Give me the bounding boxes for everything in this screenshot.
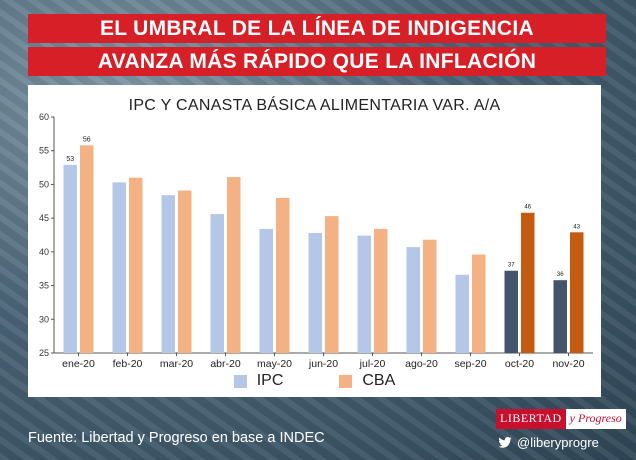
y-tick-label: 30 [39, 314, 49, 324]
bar-ipc [259, 228, 273, 353]
social-handle-text: @liberyprogre [517, 435, 599, 450]
y-tick-label: 50 [39, 179, 49, 189]
bar-ipc [357, 235, 371, 353]
bar-ipc [553, 280, 567, 353]
legend-item-cba: CBA [339, 372, 395, 390]
headline-line-2: AVANZA MÁS RÁPIDO QUE LA INFLACIÓN [28, 47, 606, 76]
x-tick-label: may-20 [257, 358, 292, 370]
y-tick-label: 35 [39, 281, 49, 291]
legend-swatch-cba [339, 374, 353, 388]
legend-item-ipc: IPC [233, 372, 284, 390]
x-tick-label: nov-20 [552, 358, 584, 370]
bar-ipc [161, 195, 175, 353]
x-tick-label: oct-20 [505, 358, 534, 370]
y-tick-label: 40 [39, 247, 49, 257]
bar-chart: 25 30 35 40 45 50 55 60 53 56 ene-20 feb-20 mar-20 ab… [39, 112, 593, 370]
data-label: 46 [524, 205, 531, 211]
bar-ipc [308, 232, 322, 353]
bar-ipc [455, 274, 469, 353]
y-tick-label: 60 [39, 112, 49, 122]
bar-cba [129, 177, 143, 353]
y-tick-label: 25 [39, 348, 49, 358]
data-label: 56 [83, 136, 91, 143]
bar-cba [227, 177, 241, 353]
x-tick-label: ago-20 [405, 358, 438, 370]
headline-line-1: EL UMBRAL DE LA LÍNEA DE INDIGENCIA [28, 14, 606, 43]
twitter-bird-icon [498, 437, 512, 448]
legend-label-ipc: IPC [256, 372, 284, 389]
brand-logo-part2: y Progreso [565, 409, 626, 429]
bar-cba [521, 212, 535, 353]
x-tick-label: ene-20 [62, 358, 95, 370]
legend-label-cba: CBA [362, 372, 396, 389]
social-handle[interactable]: @liberyprogre [498, 435, 599, 450]
x-tick-label: jun-20 [308, 358, 338, 370]
bar-ipc [504, 270, 518, 353]
x-tick-label: sep-20 [454, 358, 486, 370]
x-tick-label: feb-20 [113, 358, 143, 370]
bar-cba [472, 254, 486, 353]
x-tick-label: abr-20 [210, 358, 241, 370]
bar-ipc [63, 164, 77, 353]
chart-card: IPC Y CANASTA BÁSICA ALIMENTARIA VAR. A/… [28, 85, 601, 397]
bar-ipc [112, 182, 126, 353]
source-note: Fuente: Libertad y Progreso en base a IN… [28, 430, 325, 446]
chart-legend: IPC CBA [28, 372, 601, 390]
bar-cba [570, 232, 584, 353]
legend-swatch-ipc [233, 374, 247, 388]
bar-cba [178, 190, 192, 353]
brand-logo: LIBERTAD y Progreso [496, 409, 626, 429]
chart-title: IPC Y CANASTA BÁSICA ALIMENTARIA VAR. A/… [128, 97, 501, 114]
bar-cba [423, 239, 437, 353]
bar-cba [80, 145, 94, 353]
data-label: 43 [573, 224, 580, 230]
y-tick-label: 45 [39, 213, 49, 223]
bar-cba [374, 228, 388, 353]
bar-ipc [406, 247, 420, 353]
bar-ipc [210, 214, 224, 353]
data-label: 36 [557, 272, 564, 278]
data-label: 37 [508, 263, 515, 269]
data-label: 53 [66, 156, 74, 163]
x-tick-label: jul-20 [359, 358, 386, 370]
bar-cba [325, 216, 339, 353]
bar-cba [276, 197, 290, 353]
x-tick-label: mar-20 [160, 358, 193, 370]
brand-logo-part1: LIBERTAD [496, 409, 566, 429]
y-tick-label: 55 [39, 146, 49, 156]
